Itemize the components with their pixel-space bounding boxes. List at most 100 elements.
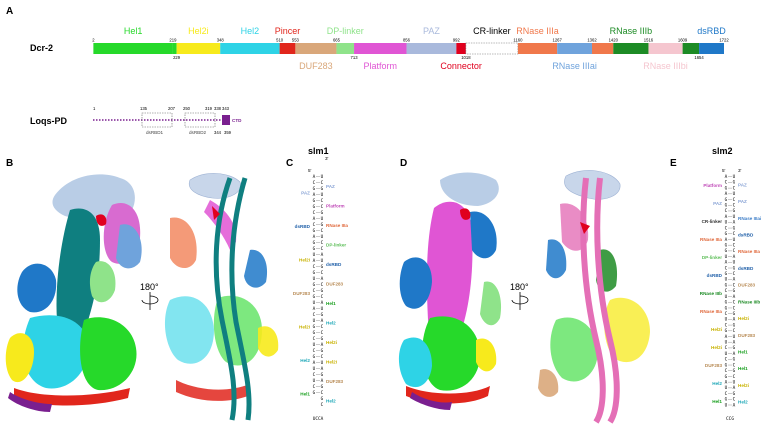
loqs-tick-250: 250	[183, 106, 191, 111]
slm2-left-nt: A	[725, 260, 728, 266]
panel-label-b: B	[6, 158, 13, 169]
dsrbd-ribbon	[244, 249, 268, 288]
hel1-ribbon-d	[550, 317, 598, 382]
slm1-left-nt: G	[313, 354, 316, 360]
pincer-density-d	[406, 386, 490, 404]
slm1-right-nt: U	[321, 258, 324, 264]
slm2-label-right-rnase-iiiai: RNase IIIai	[738, 216, 761, 221]
slm2-label-right-hel1: Hel1	[738, 366, 748, 371]
slm1-label-left-paz: PAZ	[301, 191, 310, 196]
slm1-left-nt: G	[313, 294, 316, 300]
slm2-label-left-rnase-iiia: RNase IIIa	[700, 309, 722, 314]
dcr2-tick-top-1516: 1516	[644, 38, 654, 43]
hel2i-density	[5, 333, 35, 383]
slm2-right-nt: U	[733, 191, 736, 197]
panel-label-d: D	[400, 158, 407, 169]
slm1-left-nt: C	[313, 372, 316, 378]
slm2-left-nt: C	[725, 288, 728, 294]
slm2-right-nt: C	[733, 197, 736, 203]
slm2-label-left-hel2: Hel2	[712, 381, 722, 386]
slm2-right-nt: C	[733, 305, 736, 311]
slm1-left-nt: G	[313, 240, 316, 246]
slm1-label-right-dsrbd: dsRBD	[326, 262, 342, 267]
loqs-tick-207: 207	[168, 106, 176, 111]
slm2-right-nt: A	[733, 340, 736, 346]
slm2-label-left-cr-linker: CR-linker	[702, 219, 723, 224]
dcr2-tick-top-219: 219	[169, 38, 177, 43]
slm1-label-right-hel2: Hel2	[326, 398, 336, 403]
panel-b-surface-map	[5, 174, 142, 412]
slm2-right-nt: C	[733, 203, 736, 209]
slm1-label-left-dsrbd: dsRBD	[295, 224, 311, 229]
hel1-density	[80, 317, 137, 391]
slm2-label-right-hel2: Hel2	[738, 400, 748, 405]
slm1-right-nt: A	[321, 318, 324, 324]
dcr2-domain-connector	[456, 43, 466, 54]
slm1-left-nt: A	[313, 360, 316, 366]
slm2-right-nt: C	[733, 271, 736, 277]
slm2-right-nt: C	[733, 248, 736, 254]
slm2-label-left-dp-linker: DP-linker	[702, 255, 722, 260]
slm1-left-nt: A	[313, 306, 316, 312]
slm1-right-nt: A	[321, 300, 324, 306]
slm2-right-nt: C	[733, 282, 736, 288]
panel-d-ribbon-model	[538, 170, 650, 424]
slm1-label-right-dp-linker: DP-linker	[326, 242, 346, 247]
slm1-left-nt: C	[313, 288, 316, 294]
slm1-left-nt: U	[313, 342, 316, 348]
slm2-right-nt: C	[733, 242, 736, 248]
dcr2-tick-top-992: 992	[453, 38, 461, 43]
hel2i-ribbon-d	[604, 297, 650, 363]
slm2-label-left-rnase-iiia: RNase IIIa	[700, 237, 722, 242]
slm1-left-nt: A	[313, 174, 316, 180]
slm2-left-nt: G	[725, 231, 728, 237]
dcr2-domain-label-platform: Platform	[364, 61, 398, 71]
slm1-right-nt: C	[321, 294, 324, 300]
dcr2-extra-segment-0	[592, 43, 614, 54]
ctd-label: CTD	[232, 118, 242, 123]
slm2-label-left-dsrbd: dsRBD	[707, 273, 723, 278]
slm1-left-nt: U	[313, 252, 316, 258]
slm2-right-nt: C	[733, 362, 736, 368]
slm1-left-nt: U	[313, 366, 316, 372]
slm2-left-nt: U	[725, 294, 728, 300]
slm2-left-nt: A	[725, 237, 728, 243]
dcr2-domain-label-hel2i: Hel2i	[188, 26, 209, 36]
slm2-label-right-paz: PAZ	[738, 182, 747, 187]
dcr2-tick-top-665: 665	[333, 38, 341, 43]
slm1-labels: PAZ dsRBD Hel2i DUF283 Hel2i Hel2 Hel1 PAZ Platf…	[293, 184, 349, 404]
slm1-left-nt: C	[313, 348, 316, 354]
dcr2-extra-segment-2	[172, 43, 177, 54]
slm1-left-nt: A	[313, 192, 316, 198]
slm2-diagram: slm2 5' 3' ACGAGGCAUCGAGGUACGUGCUGGCUCGA…	[700, 146, 761, 422]
hel2-density	[23, 315, 89, 389]
slm2-left-nt: G	[725, 300, 728, 306]
dcr2-domain-label-hel1: Hel1	[124, 26, 143, 36]
pincer-ribbon	[176, 380, 250, 401]
rna-strand-d-1	[580, 177, 606, 424]
slm2-left-nt: C	[725, 357, 728, 363]
dcr2-bars: Hel1 Hel2i Hel2 Pincer DUF283 DP-linker Platfo…	[92, 26, 729, 71]
loqs-tick-359: 359	[224, 130, 232, 135]
slm1-loop: UCCA	[313, 416, 324, 422]
dcr2-tick-top-2: 2	[92, 38, 95, 43]
dcr2-tick-top-856: 856	[403, 38, 411, 43]
slm2-left-nt: C	[725, 322, 728, 328]
platform-density-d	[426, 201, 473, 347]
slm1-label-right-hel1: Hel1	[326, 301, 336, 306]
dcr2-tick-top-510: 510	[276, 38, 284, 43]
slm2-right-nt: G	[733, 311, 736, 317]
slm1-left-nt: G	[313, 228, 316, 234]
slm1-right-nt: C	[321, 354, 324, 360]
slm2-right-nt: A	[733, 317, 736, 323]
slm1-right-nt: A	[321, 252, 324, 258]
slm2-label-left-duf283: DUF283	[705, 363, 723, 368]
slm2-label-left-hel1: Hel1	[712, 399, 722, 404]
slm2-right-nt: C	[733, 300, 736, 306]
slm2-left-nt: C	[725, 225, 728, 231]
connector-ribbon	[212, 206, 220, 220]
slm1-left-nt: G	[313, 204, 316, 210]
loqs-tick-338: 338	[214, 106, 222, 111]
slm2-label-right-hel2i: Hel2i	[738, 383, 749, 388]
slm2-right-nt: A	[733, 402, 736, 408]
